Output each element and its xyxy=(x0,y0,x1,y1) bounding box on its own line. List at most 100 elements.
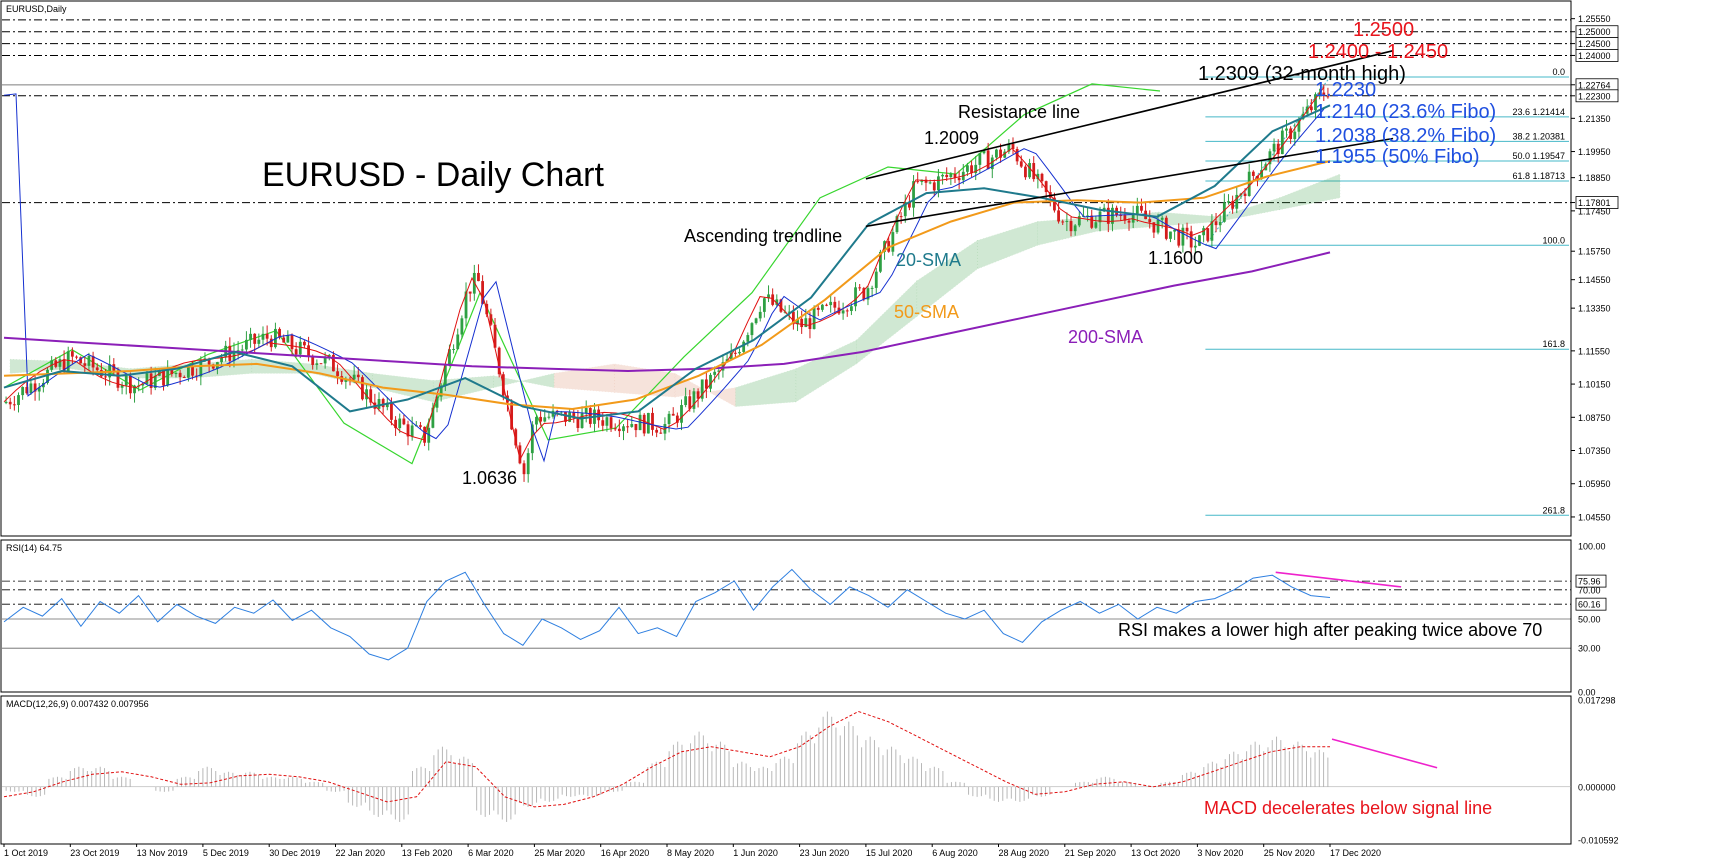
candle-bear xyxy=(999,149,1002,158)
candle-bull xyxy=(398,418,402,429)
ichimoku-cloud-green xyxy=(1279,173,1341,211)
candle-bull xyxy=(352,374,356,380)
candle-bear xyxy=(311,356,315,365)
annotation-rsi: RSI makes a lower high after peaking twi… xyxy=(1118,620,1542,640)
candle-bull xyxy=(990,157,994,170)
candle-bull xyxy=(365,389,368,400)
rsi-level-box xyxy=(1575,597,1607,611)
candle-bear xyxy=(1011,143,1015,150)
candle-bull xyxy=(1297,119,1301,132)
candle-bull xyxy=(1173,229,1177,232)
candle-bull xyxy=(439,385,443,397)
candle-bull xyxy=(166,368,170,386)
candle-bull xyxy=(66,351,70,372)
candle-bull xyxy=(37,387,41,392)
macd-tick-label: 0.017298 xyxy=(1578,696,1616,706)
candle-bull xyxy=(377,399,381,409)
candle-bear xyxy=(332,354,335,372)
candle-bear xyxy=(116,370,120,388)
candle-bull xyxy=(937,176,940,191)
ichimoku-cloud-green xyxy=(1158,211,1220,227)
candle-bull xyxy=(775,299,779,305)
candle-bull xyxy=(796,318,799,325)
annotation-200-sma: 200-SMA xyxy=(1068,327,1143,347)
candle-bear xyxy=(75,356,78,358)
candle-bear xyxy=(83,363,87,366)
candle-bull xyxy=(1293,131,1297,139)
candle-bear xyxy=(1231,201,1235,209)
candle-bull xyxy=(261,333,265,340)
candle-bear xyxy=(25,387,29,394)
candle-bear xyxy=(91,355,95,368)
candle-bear xyxy=(33,383,37,392)
candle-bull xyxy=(680,405,683,423)
candle-bear xyxy=(572,412,576,418)
candle-bull xyxy=(870,287,874,289)
candle-bear xyxy=(419,425,422,427)
candle-bear xyxy=(70,351,74,357)
candle-bear xyxy=(588,408,592,424)
candle-bear xyxy=(178,372,182,378)
candle-bull xyxy=(240,349,244,351)
candle-bear xyxy=(12,404,16,406)
rsi-tick-label: 30.00 xyxy=(1578,644,1601,654)
candle-bull xyxy=(443,365,447,386)
candle-bull xyxy=(978,153,982,165)
candle-bear xyxy=(1152,222,1156,233)
annotation-1-2500: 1.2500 xyxy=(1353,19,1414,41)
fibo-level-label: 261.8 xyxy=(1542,505,1565,515)
resistance-trendline xyxy=(865,49,1394,180)
price-tick-label: 1.22764 xyxy=(1578,80,1611,90)
candle-bull xyxy=(866,288,870,300)
x-tick-label: 16 Apr 2020 xyxy=(601,848,650,858)
candle-bull xyxy=(410,425,414,437)
candle-bull xyxy=(1314,94,1317,111)
candle-bear xyxy=(361,377,364,400)
rsi-layer xyxy=(2,568,1571,661)
candle-bull xyxy=(141,383,145,386)
candle-bear xyxy=(497,347,501,375)
candle-bear xyxy=(659,432,663,434)
price-tick-label: 1.17801 xyxy=(1578,198,1611,208)
price-tick-label: 1.14550 xyxy=(1578,275,1611,285)
candle-bull xyxy=(630,424,634,427)
candle-bear xyxy=(613,428,617,430)
candle-bull xyxy=(684,396,688,406)
annotation-fibo-50: 1.1955 (50% Fibo) xyxy=(1315,146,1480,168)
candle-bear xyxy=(394,419,397,429)
candle-bull xyxy=(145,373,149,384)
annotation-20-sma: 20-SMA xyxy=(896,250,961,270)
candle-bear xyxy=(908,202,911,208)
candle-bull xyxy=(203,358,207,360)
candle-bull xyxy=(448,349,451,366)
annotation-1-2400-1-2450: 1.2400 - 1.2450 xyxy=(1308,41,1448,63)
candle-bull xyxy=(1077,216,1081,226)
candle-bull xyxy=(220,357,223,363)
candle-bear xyxy=(336,371,339,377)
candle-bear xyxy=(986,150,990,170)
candle-bear xyxy=(390,402,393,420)
candle-bull xyxy=(547,416,551,418)
fibo-level-label: 50.0 1.19547 xyxy=(1512,151,1565,161)
price-panel-frame xyxy=(0,0,1572,537)
candle-bull xyxy=(530,424,534,454)
candle-bull xyxy=(580,413,584,428)
candle-bear xyxy=(609,417,613,429)
candle-bear xyxy=(845,310,849,312)
price-tick-label: 1.11550 xyxy=(1578,346,1610,356)
candle-bull xyxy=(1094,222,1098,228)
candle-bull xyxy=(431,407,435,428)
candle-bear xyxy=(265,333,269,339)
candle-bull xyxy=(941,174,944,177)
candle-bull xyxy=(245,339,248,350)
candle-bear xyxy=(1040,173,1044,182)
candle-bull xyxy=(1198,235,1201,246)
candle-bear xyxy=(253,333,257,344)
ichimoku-cloud-green xyxy=(1037,216,1099,246)
candle-bull xyxy=(622,426,625,432)
candle-bear xyxy=(303,341,306,346)
candle-bull xyxy=(1169,231,1172,239)
price-tick-label: 1.04550 xyxy=(1578,512,1611,522)
candle-bear xyxy=(493,324,497,348)
annotation-32-month-high: 1.2309 (32-month high) xyxy=(1198,63,1406,85)
